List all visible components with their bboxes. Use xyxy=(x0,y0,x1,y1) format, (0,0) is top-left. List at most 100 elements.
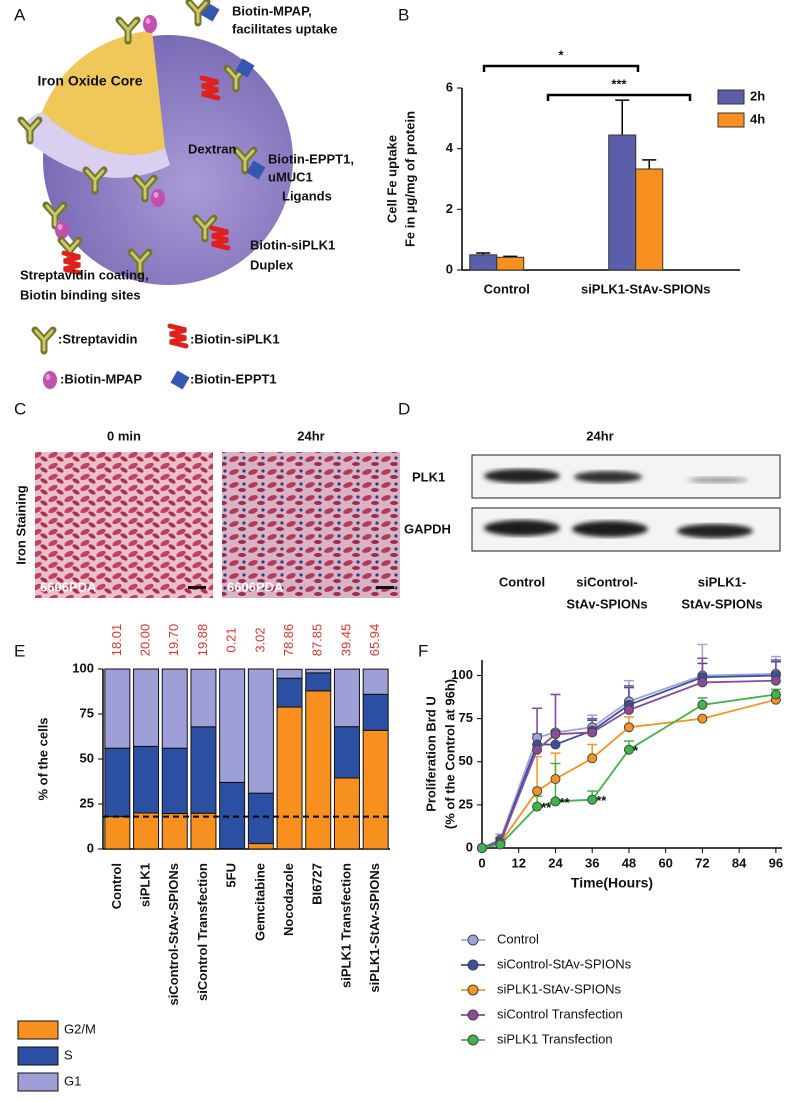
lane-label: StAv-SPIONs xyxy=(566,596,647,611)
row-label: PLK1 xyxy=(412,469,445,484)
y-tick-label: 25 xyxy=(459,796,473,811)
bar-segment xyxy=(161,747,188,815)
value-label: 78.86 xyxy=(281,624,296,657)
bar-segment xyxy=(161,668,188,749)
x-tick-label: 24 xyxy=(548,855,563,870)
bar-segment xyxy=(219,668,246,783)
band xyxy=(572,521,648,537)
sirna-icon xyxy=(212,228,228,248)
y-tick-label: 75 xyxy=(80,705,94,720)
bar-segment xyxy=(161,813,188,850)
annotation: ** xyxy=(596,793,607,808)
legend-marker xyxy=(467,1009,479,1021)
bar xyxy=(469,254,498,271)
x-tick-label: siControl-StAv-SPIONs xyxy=(166,863,181,1006)
y-tick-label: 50 xyxy=(80,750,94,765)
bar-segment xyxy=(333,668,360,728)
shell-label: Dextran xyxy=(188,141,236,156)
point xyxy=(550,729,561,740)
y-tick-label: 100 xyxy=(72,660,94,675)
point xyxy=(477,843,487,853)
bar-segment xyxy=(104,816,131,850)
legend-label: 4h xyxy=(750,111,765,126)
legend-icon xyxy=(35,330,53,351)
y-axis-label: Proliferation Brd U xyxy=(423,696,438,812)
micrograph xyxy=(35,452,213,598)
value-label: 18.01 xyxy=(109,624,124,657)
panel-label: D xyxy=(398,399,410,418)
y-tick-label: 100 xyxy=(451,667,473,682)
x-tick-label: siPLK1-StAv-SPIONs xyxy=(581,281,711,296)
callout: Biotin-MPAP, xyxy=(232,3,312,18)
point xyxy=(532,801,543,812)
x-tick-label: siPLK1 Transfection xyxy=(338,863,353,988)
point xyxy=(587,794,598,805)
callout: Duplex xyxy=(250,257,294,272)
legend-icon xyxy=(170,326,186,346)
x-tick-label: 60 xyxy=(658,855,672,870)
bar-segment xyxy=(276,668,303,679)
legend-marker xyxy=(467,1034,479,1046)
y-tick-label: 25 xyxy=(80,795,94,810)
legend-marker xyxy=(467,984,479,996)
bar xyxy=(608,134,637,271)
point xyxy=(623,744,634,755)
point xyxy=(550,739,561,750)
value-label: 0.21 xyxy=(224,627,239,652)
image-title: 0 min xyxy=(107,428,141,443)
band xyxy=(484,469,560,483)
x-tick-label: 96 xyxy=(769,855,783,870)
bar-segment xyxy=(104,668,131,749)
sample-label: 6606PDA xyxy=(40,579,97,594)
panel-label: E xyxy=(14,641,25,660)
row-label: GAPDH xyxy=(404,521,451,536)
shell-cut xyxy=(24,112,171,178)
point xyxy=(697,677,708,688)
bar-segment xyxy=(362,729,389,850)
point xyxy=(770,675,781,686)
legend-label: :Biotin-siPLK1 xyxy=(190,331,280,346)
band xyxy=(677,524,753,538)
value-label: 3.02 xyxy=(252,627,267,652)
nanoparticle-diagram: Iron Oxide Core Dextran Biotin-MPAP, fac… xyxy=(20,2,354,390)
bar-segment xyxy=(133,745,160,814)
sample-label: 6606PDA xyxy=(227,579,284,594)
x-tick-label: Nocodazole xyxy=(281,863,296,936)
x-tick-label: Control xyxy=(484,281,530,296)
legend-label: 2h xyxy=(750,88,765,103)
scale-bar xyxy=(188,586,206,589)
series-line xyxy=(481,693,777,849)
staining-panel: 0 min 24hr Iron Staining 6606PDA 6606PDA xyxy=(13,428,400,598)
point xyxy=(532,786,543,797)
legend-label: G2/M xyxy=(64,1021,96,1036)
y-tick-label: 50 xyxy=(459,753,473,768)
legend-label: siPLK1 Transfection xyxy=(497,1031,613,1046)
x-tick-label: 84 xyxy=(732,855,747,870)
x-tick-label: 0 xyxy=(478,855,485,870)
x-tick-label: 36 xyxy=(585,855,599,870)
bar-segment xyxy=(362,668,389,695)
bar-segment xyxy=(190,726,217,814)
value-label: 20.00 xyxy=(137,624,152,657)
series-line xyxy=(481,698,777,849)
significance-bracket xyxy=(482,64,640,72)
panel-label: C xyxy=(14,399,26,418)
core-label: Iron Oxide Core xyxy=(37,73,142,89)
legend-marker xyxy=(467,959,479,971)
value-label: 19.88 xyxy=(195,624,210,657)
value-label: 87.85 xyxy=(310,624,325,657)
bar-segment xyxy=(133,812,160,850)
legend-swatch xyxy=(717,89,745,105)
y-tick-label: 0 xyxy=(446,261,453,276)
legend-swatch xyxy=(717,112,745,128)
legend-marker xyxy=(467,934,479,946)
micrograph xyxy=(222,452,400,598)
x-tick-label: siPLK1-StAv-SPIONs xyxy=(367,863,382,993)
x-tick-label: Control xyxy=(109,863,124,909)
y-tick-label: 2 xyxy=(446,201,453,216)
bar-segment xyxy=(362,693,389,731)
callout: uMUC1 xyxy=(268,169,313,184)
y-tick-label: 75 xyxy=(459,710,473,725)
significance-bracket xyxy=(546,93,692,101)
bar-segment xyxy=(219,781,246,850)
